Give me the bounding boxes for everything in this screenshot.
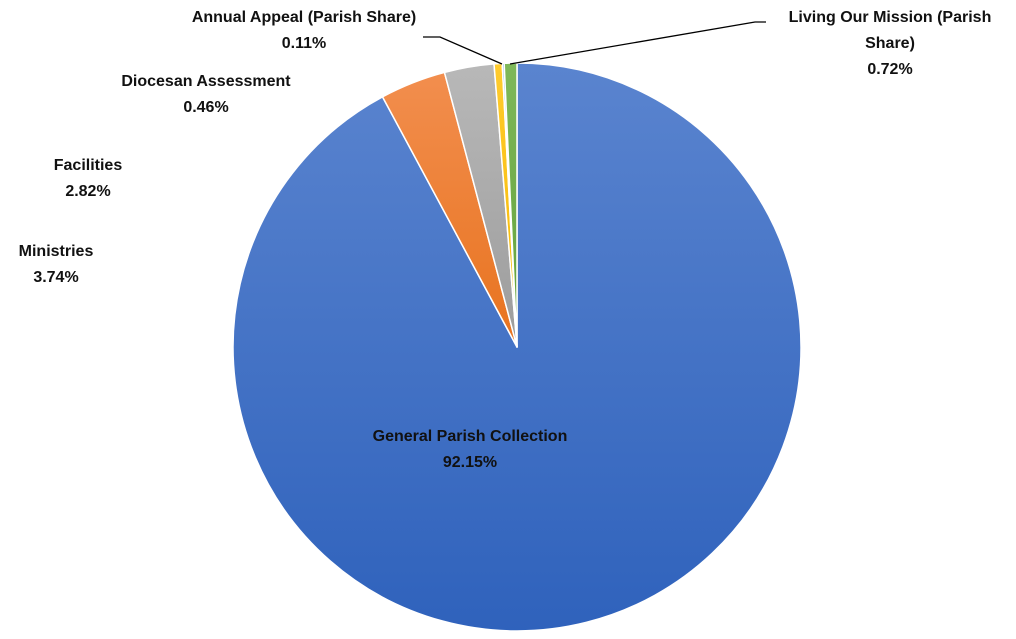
- data-label-line: 0.11%: [282, 35, 326, 52]
- data-label-diocesan-assessment: Diocesan Assessment 0.46%: [121, 73, 291, 116]
- leader-lines: [423, 21, 766, 65]
- data-label-living-our-mission-parish-share: Living Our Mission (Parish Share) 0.72%: [789, 9, 992, 78]
- leader-line-living-our-mission-parish-share: [509, 21, 766, 65]
- data-label-line: 92.15%: [443, 454, 497, 471]
- leader-line-annual-appeal-parish-share: [423, 36, 503, 65]
- data-label-general-parish-collection: General Parish Collection 92.15%: [373, 428, 568, 471]
- data-label-line: 3.74%: [33, 269, 78, 286]
- data-label-line: Diocesan Assessment: [121, 73, 291, 90]
- pie-slices: [232, 62, 802, 632]
- data-label-line: Share): [865, 35, 915, 52]
- data-label-line: Facilities: [54, 157, 123, 174]
- data-label-line: Ministries: [19, 243, 94, 260]
- data-label-line: Living Our Mission (Parish: [789, 9, 992, 26]
- data-label-ministries: Ministries 3.74%: [19, 243, 94, 286]
- data-label-facilities: Facilities 2.82%: [54, 157, 123, 200]
- data-label-line: General Parish Collection: [373, 428, 568, 445]
- data-labels: General Parish Collection 92.15% Ministrie…: [19, 9, 992, 471]
- data-label-line: 2.82%: [65, 183, 110, 200]
- data-label-annual-appeal-parish-share: Annual Appeal (Parish Share) 0.11%: [192, 9, 416, 52]
- data-label-line: Annual Appeal (Parish Share): [192, 9, 416, 26]
- data-label-line: 0.72%: [867, 61, 912, 78]
- data-label-line: 0.46%: [183, 99, 228, 116]
